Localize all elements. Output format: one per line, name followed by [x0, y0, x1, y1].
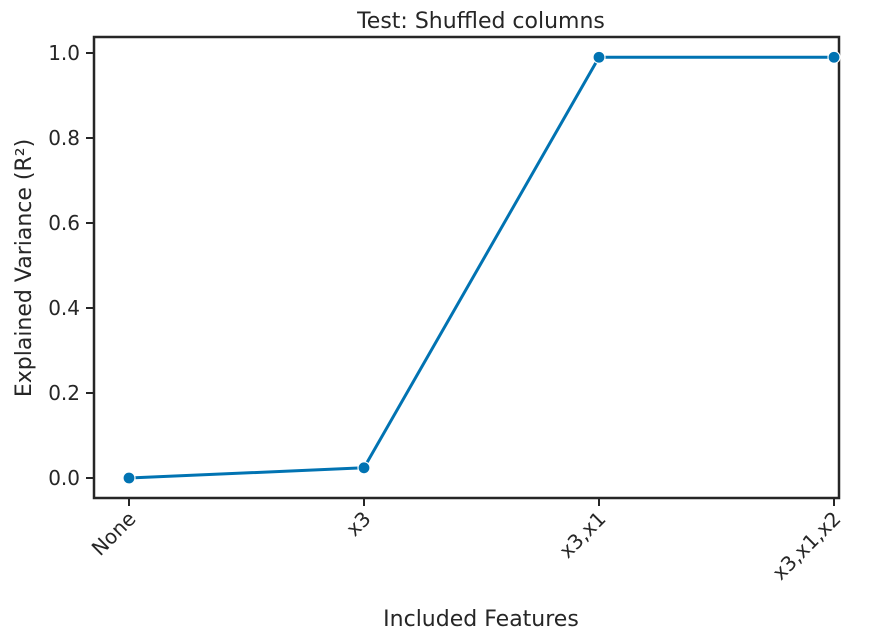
- data-point: [357, 461, 371, 475]
- y-tick-label: 0.6: [48, 211, 80, 235]
- plot-area: [92, 35, 841, 500]
- y-tick-label: 0.0: [48, 466, 80, 490]
- y-tick-label: 0.4: [48, 296, 80, 320]
- x-tick-label: None: [87, 507, 141, 561]
- y-tick-label: 1.0: [48, 41, 80, 65]
- y-axis: 0.0 0.2 0.4 0.6 0.8 1.0: [48, 41, 94, 490]
- x-tick-label: x3,x1: [554, 507, 610, 563]
- x-tick-label: x3: [341, 507, 375, 541]
- chart-title: Test: Shuffled columns: [356, 9, 605, 34]
- y-axis-label: Explained Variance (R²): [12, 139, 37, 397]
- y-tick-label: 0.2: [48, 381, 80, 405]
- data-point: [122, 471, 136, 485]
- data-point: [592, 50, 606, 64]
- y-tick-label: 0.8: [48, 126, 80, 150]
- plot-frame: [92, 35, 841, 500]
- x-tick-label: x3,x1,x2: [767, 507, 845, 585]
- data-point: [827, 50, 841, 64]
- series-line: [128, 55, 834, 480]
- x-axis: None x3 x3,x1 x3,x1,x2: [87, 498, 846, 585]
- series-markers: [122, 50, 841, 485]
- x-axis-label: Included Features: [383, 607, 579, 632]
